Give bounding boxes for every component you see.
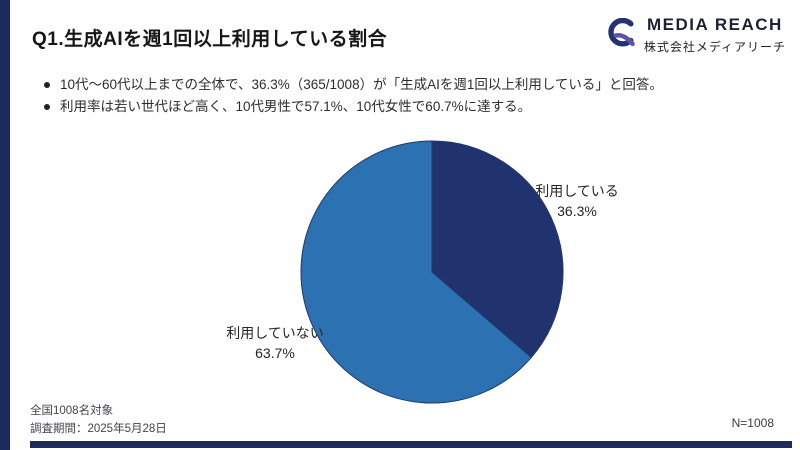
logo-company-name: 株式会社メディアリーチ	[643, 40, 786, 54]
left-accent-bar	[0, 0, 10, 450]
media-reach-logo-icon	[608, 18, 635, 47]
survey-note: 全国1008名対象 調査期間：2025年5月28日	[30, 402, 167, 438]
page-title: Q1.生成AIを週1回以上利用している割合	[32, 29, 388, 50]
logo-wordmark: MEDIA REACH	[647, 15, 783, 34]
pie-label-using-value: 36.3%	[557, 203, 597, 219]
summary-bullet-list: 10代～60代以上までの全体で、36.3%（365/1008）が「生成AIを週1…	[44, 74, 663, 118]
pie-slice-not-using	[300, 140, 533, 404]
pie-label-not-using: 利用していない 63.7%	[205, 323, 345, 363]
bullet-item-overall: 10代～60代以上までの全体で、36.3%（365/1008）が「生成AIを週1…	[44, 74, 663, 96]
media-reach-logo: MEDIA REACH 株式会社メディアリーチ	[603, 15, 786, 55]
pie-label-using-text: 利用している	[535, 183, 619, 199]
survey-period: 調査期間：2025年5月28日	[30, 423, 167, 435]
pie-slice-using	[431, 140, 564, 359]
pie-chart-svg	[300, 140, 564, 404]
bullet-item-by-age: 利用率は若い世代ほど高く、10代男性で57.1%、10代女性で60.7%に達する…	[44, 96, 663, 118]
pie-chart: 利用している 36.3% 利用していない 63.7%	[0, 126, 800, 418]
sample-size: N=1008	[731, 416, 774, 430]
pie-label-not-using-text: 利用していない	[226, 325, 324, 341]
pie-label-using: 利用している 36.3%	[507, 181, 647, 221]
pie-label-not-using-value: 63.7%	[255, 345, 295, 361]
survey-target: 全国1008名対象	[30, 405, 114, 417]
bottom-accent-bar	[30, 441, 792, 448]
